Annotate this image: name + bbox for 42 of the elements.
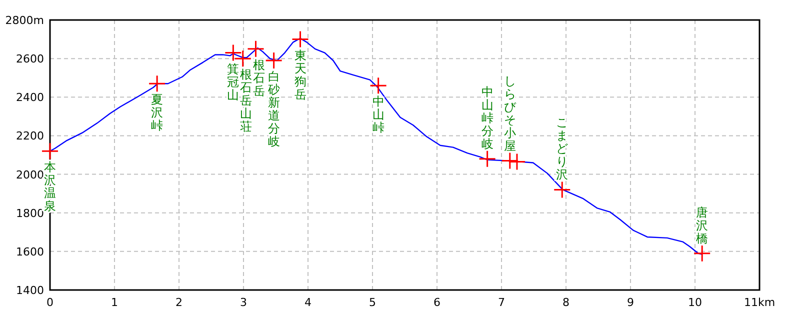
x-tick-label: 5 bbox=[369, 296, 376, 309]
annotation: 箕冠山 bbox=[227, 62, 240, 102]
point bbox=[508, 153, 526, 170]
point bbox=[41, 142, 59, 160]
y-tick-label: 2200 bbox=[16, 130, 44, 143]
y-tick-label: 1600 bbox=[16, 245, 44, 258]
y-tick-label: 2400 bbox=[16, 91, 44, 104]
point bbox=[693, 244, 711, 262]
x-tick-label: 11km bbox=[744, 296, 776, 309]
annotation: しらびそ小屋 bbox=[504, 74, 517, 153]
y-tick-label: 1400 bbox=[16, 284, 44, 297]
annotation: 東天狗岳 bbox=[294, 48, 306, 102]
x-tick-label: 0 bbox=[46, 296, 54, 309]
annotation: 中山峠分岐 bbox=[481, 84, 494, 151]
annotation: 唐沢橋 bbox=[696, 205, 708, 246]
annotation: 根石岳山荘 bbox=[240, 68, 252, 134]
x-tick-label: 9 bbox=[627, 296, 634, 309]
annotation: 根石岳 bbox=[253, 58, 266, 98]
x-tick-label: 7 bbox=[498, 296, 505, 309]
point bbox=[148, 74, 166, 92]
point bbox=[553, 180, 571, 198]
annotation: 夏沢峠 bbox=[151, 92, 164, 133]
x-tick-label: 3 bbox=[240, 296, 247, 309]
point bbox=[247, 40, 265, 58]
point bbox=[478, 150, 496, 168]
x-tick-label: 6 bbox=[434, 296, 440, 309]
annotation: こまどり沢 bbox=[556, 116, 568, 182]
y-tick-label: 1800 bbox=[16, 206, 44, 220]
x-tick-label: 4 bbox=[304, 296, 312, 309]
point bbox=[265, 52, 283, 70]
x-tick-label: 10 bbox=[688, 296, 702, 309]
x-tick-label: 8 bbox=[562, 296, 570, 309]
y-tick-label: 2600 bbox=[16, 52, 44, 66]
point bbox=[292, 30, 310, 48]
point bbox=[370, 76, 388, 94]
x-tick-label: 1 bbox=[111, 296, 118, 309]
y-tick-label: 2000 bbox=[16, 168, 44, 182]
annotation: 中山峠 bbox=[372, 94, 384, 135]
y-tick-label: 2800m bbox=[5, 14, 44, 27]
annotation: 白砂新道分岐 bbox=[266, 70, 280, 148]
x-tick-label: 2 bbox=[176, 296, 182, 309]
point bbox=[501, 152, 519, 170]
